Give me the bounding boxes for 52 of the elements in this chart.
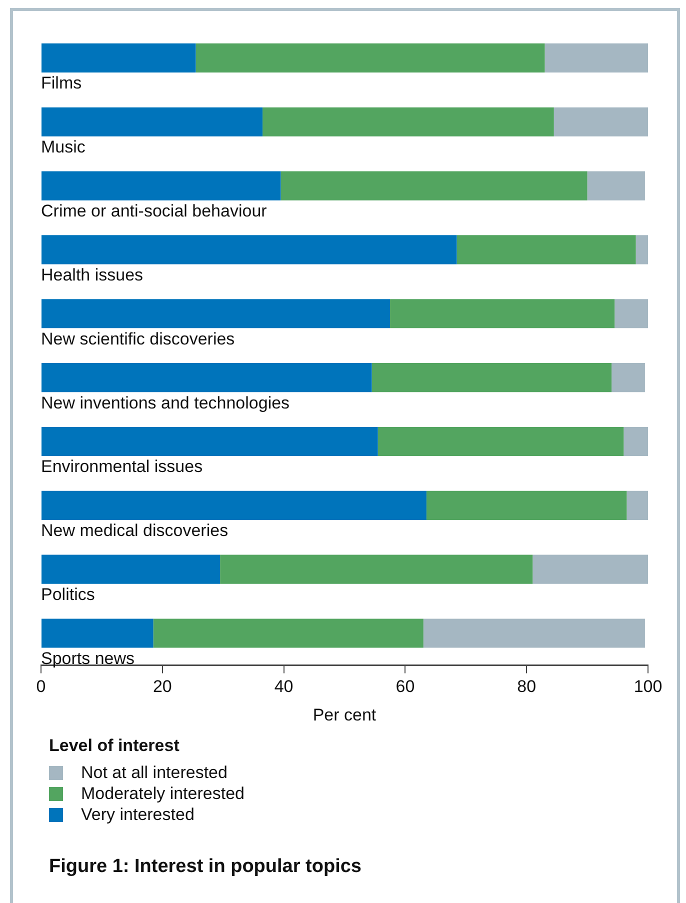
y-tick-label: New medical discoveries bbox=[41, 521, 228, 540]
legend-label: Moderately interested bbox=[81, 784, 244, 804]
y-tick-label: New scientific discoveries bbox=[41, 329, 235, 348]
x-axis-title: Per cent bbox=[312, 705, 376, 724]
bar bbox=[612, 363, 645, 392]
bar bbox=[42, 426, 378, 456]
bar bbox=[42, 554, 220, 584]
bar bbox=[532, 554, 648, 584]
y-tick-label: Health issues bbox=[41, 265, 144, 284]
bar bbox=[614, 299, 648, 328]
bar bbox=[426, 490, 627, 520]
bar bbox=[196, 43, 545, 72]
bar bbox=[390, 299, 615, 328]
x-tick-label: 100 bbox=[634, 677, 662, 696]
y-tick-label: Environmental issues bbox=[41, 457, 203, 476]
x-tick-label: 60 bbox=[396, 677, 415, 696]
bar bbox=[262, 107, 554, 136]
bar bbox=[378, 426, 624, 456]
bar bbox=[544, 43, 648, 72]
x-tick-label: 80 bbox=[517, 677, 536, 696]
bar bbox=[636, 235, 648, 264]
y-tick-label: Politics bbox=[41, 585, 95, 604]
y-tick-label: Films bbox=[41, 74, 82, 93]
bar bbox=[456, 235, 636, 264]
bar bbox=[42, 171, 281, 200]
bar bbox=[554, 107, 648, 136]
bar bbox=[220, 554, 533, 584]
x-tick-label: 0 bbox=[36, 677, 46, 696]
bar bbox=[372, 363, 612, 392]
bar bbox=[587, 171, 645, 200]
bar bbox=[42, 299, 390, 328]
legend-title: Level of interest bbox=[49, 736, 180, 756]
x-tick-label: 40 bbox=[274, 677, 294, 696]
y-tick-label: New inventions and technologies bbox=[41, 393, 290, 412]
bar bbox=[423, 618, 645, 648]
x-tick-label: 20 bbox=[152, 677, 172, 696]
text: Figure 1: Interest in popular topics bbox=[49, 856, 362, 878]
y-tick-label: Crime or anti-social behaviour bbox=[41, 202, 268, 221]
legend-label: Very interested bbox=[81, 804, 194, 824]
y-tick-label: Music bbox=[41, 138, 86, 157]
bar bbox=[280, 171, 588, 200]
bar bbox=[624, 426, 648, 456]
bar bbox=[626, 490, 648, 520]
bar bbox=[153, 618, 424, 648]
bar bbox=[42, 490, 426, 520]
bar bbox=[42, 618, 154, 648]
bar bbox=[42, 363, 372, 392]
bar bbox=[42, 43, 196, 72]
bar bbox=[42, 235, 457, 264]
legend-label: Not at all interested bbox=[81, 762, 228, 782]
y-tick-label: Sports news bbox=[41, 648, 135, 668]
bar bbox=[42, 107, 263, 136]
